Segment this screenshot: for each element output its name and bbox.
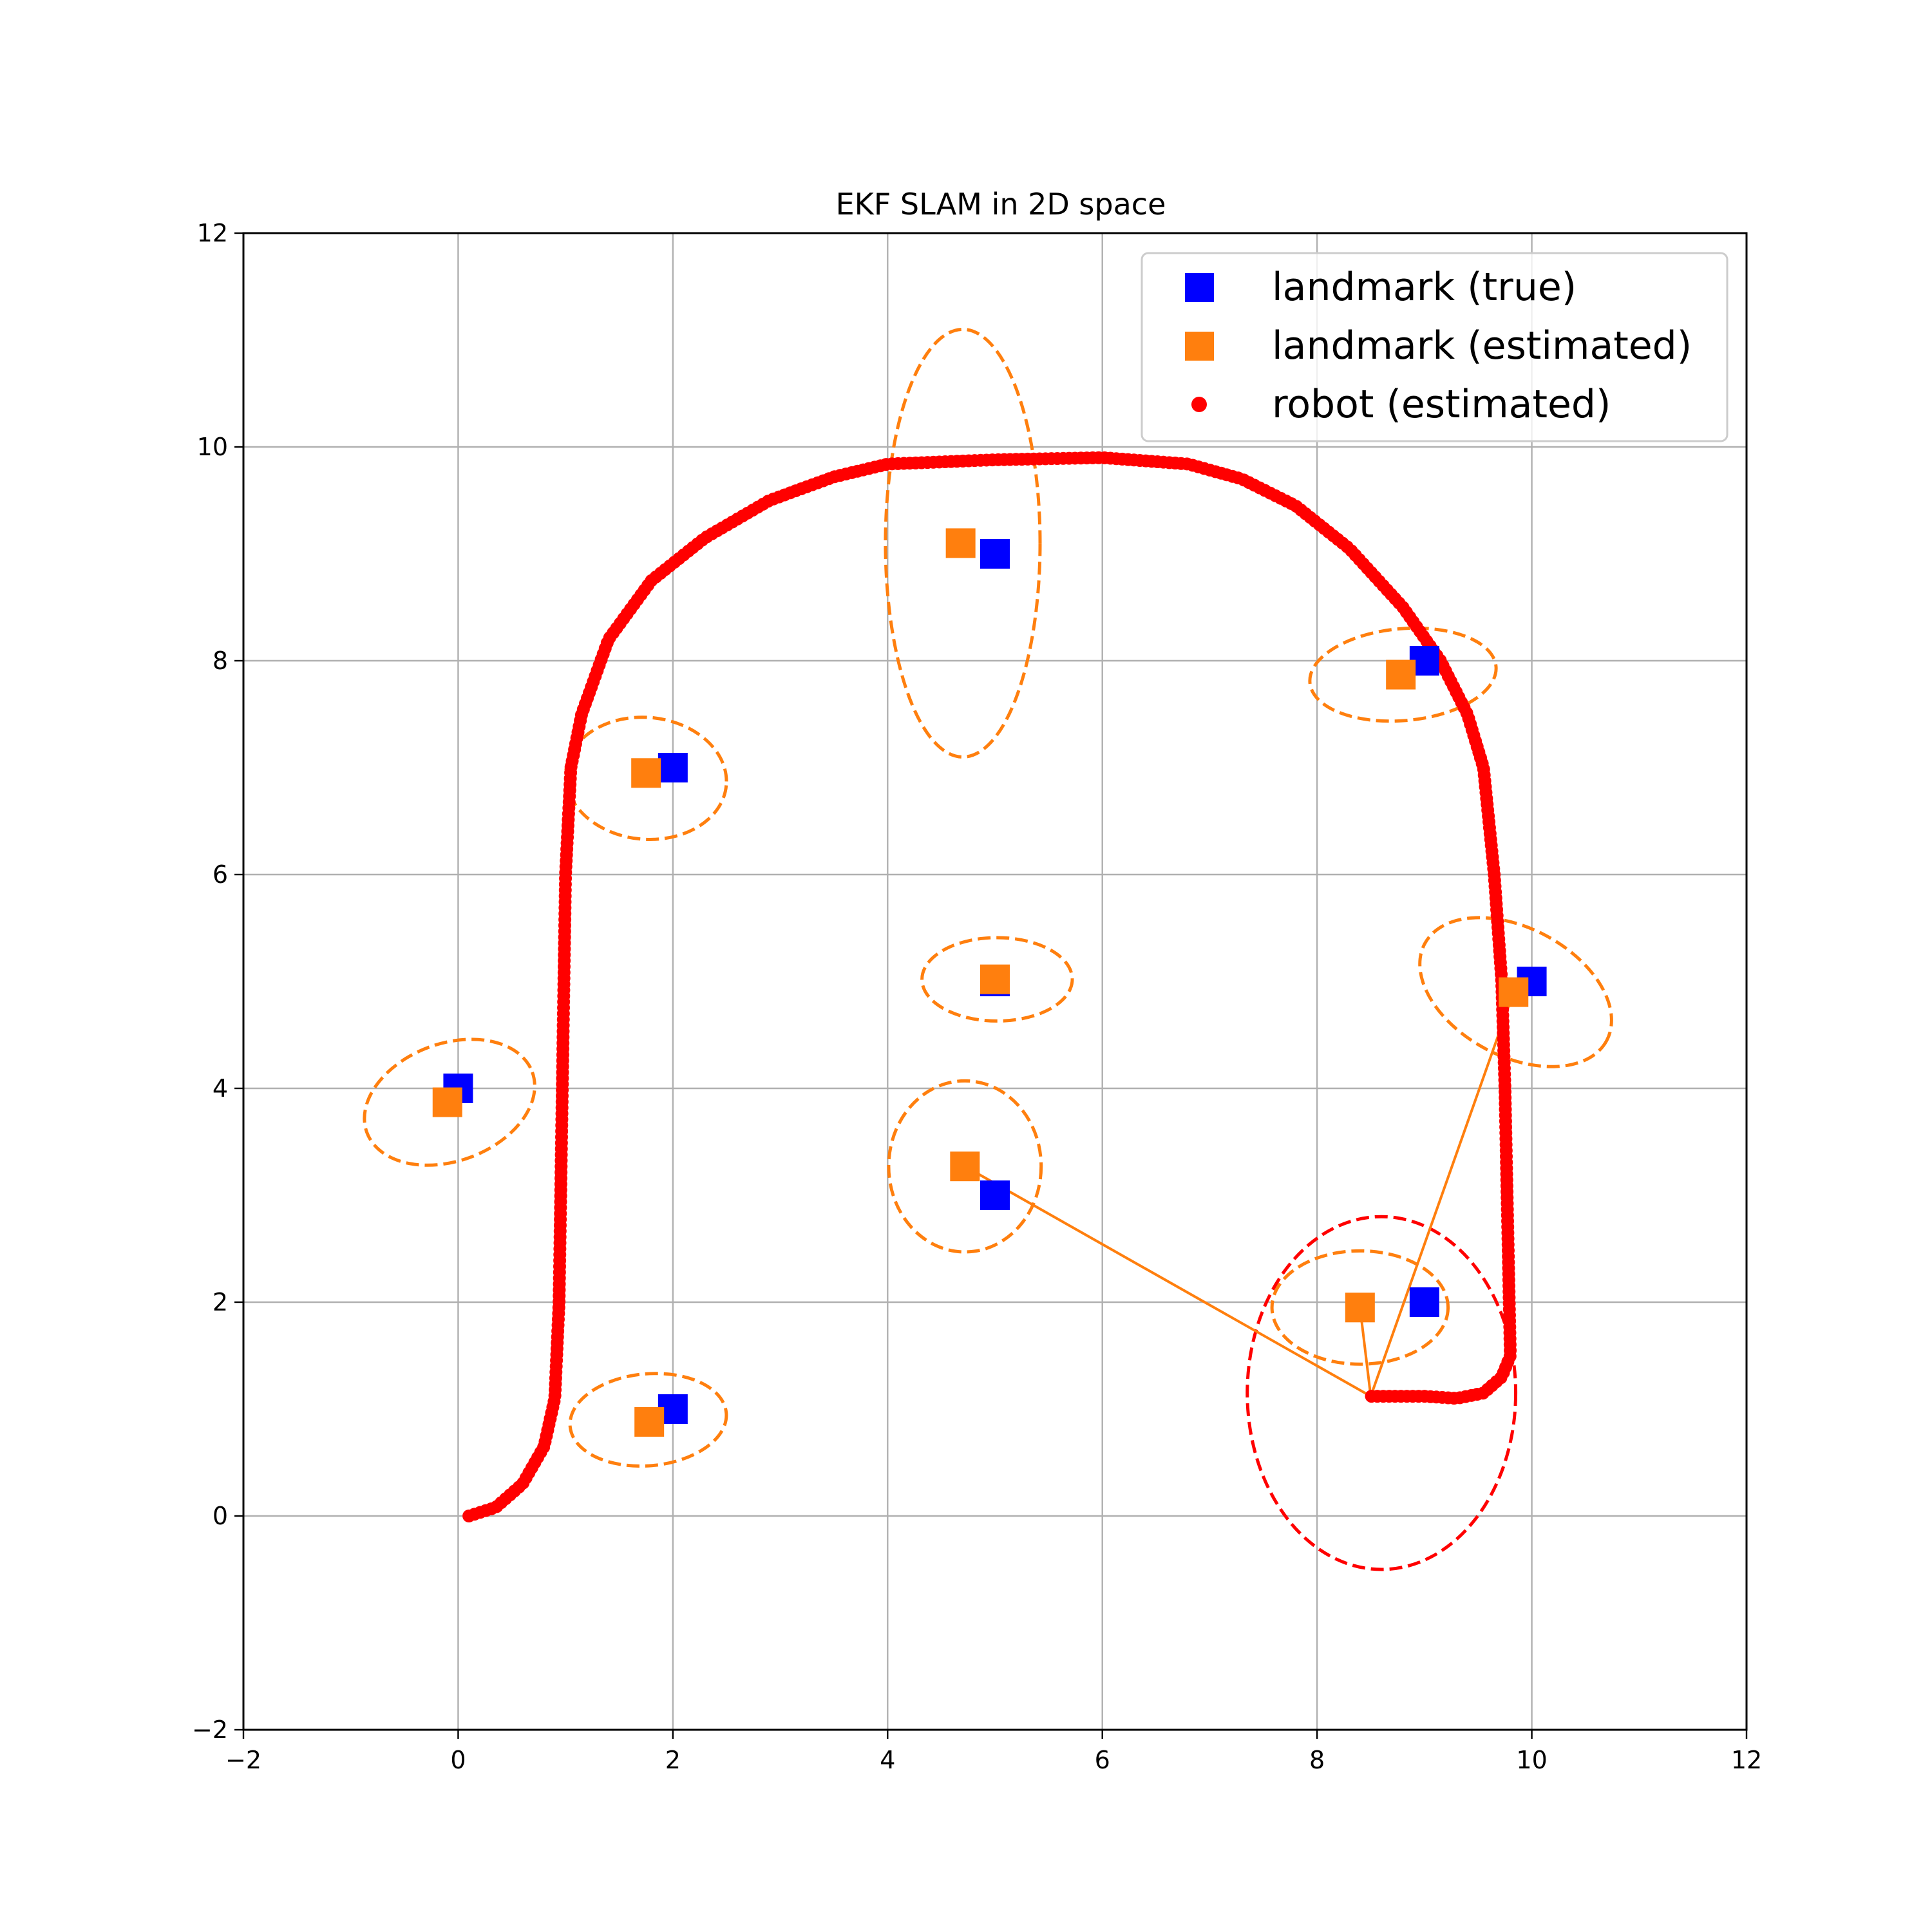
- y-tick-label: 4: [213, 1074, 228, 1103]
- x-tick-label: 2: [665, 1746, 681, 1774]
- observation-line: [1369, 991, 1515, 1397]
- landmark-covariance-ellipse: [564, 715, 728, 841]
- x-axis-ticks: −2 0 2 4 6 8 10 12: [225, 1730, 1762, 1774]
- y-tick-label: 6: [213, 860, 228, 889]
- y-tick-label: −2: [192, 1716, 228, 1744]
- y-tick-label: 8: [213, 647, 228, 675]
- x-tick-label: 12: [1731, 1746, 1762, 1774]
- y-tick-label: 2: [213, 1288, 228, 1316]
- x-tick-label: 8: [1309, 1746, 1325, 1774]
- landmark-covariance-ellipse: [1308, 626, 1498, 723]
- legend-marker-robot: [1191, 397, 1207, 412]
- estimated-landmarks: [432, 528, 1529, 1437]
- y-tick-label: 0: [213, 1502, 228, 1530]
- x-tick-label: 0: [450, 1746, 466, 1774]
- true-landmark-marker: [980, 1180, 1010, 1210]
- legend-label-estimated-landmark: landmark (estimated): [1272, 323, 1692, 368]
- estimated-landmark-marker: [1499, 977, 1529, 1007]
- estimated-landmark-marker: [634, 1406, 665, 1437]
- landmark-covariance-ellipse: [920, 936, 1074, 1023]
- estimated-landmark-marker: [980, 964, 1010, 994]
- x-tick-label: 4: [880, 1746, 895, 1774]
- legend-box: [1141, 252, 1728, 442]
- y-tick-label: 12: [197, 219, 228, 247]
- landmark-covariance-ellipse: [363, 1037, 536, 1167]
- observation-line: [964, 1165, 1372, 1397]
- estimated-landmark-marker: [432, 1087, 462, 1117]
- landmark-covariance-ellipse: [884, 327, 1042, 759]
- estimated-landmark-marker: [631, 758, 661, 788]
- landmark-covariance-ellipse: [1270, 1249, 1450, 1366]
- landmark-covariance-ellipse: [568, 1372, 728, 1468]
- landmark-covariance-ellipse: [887, 1079, 1043, 1254]
- legend-marker-true-landmark: [1185, 273, 1214, 302]
- estimated-landmark-marker: [1345, 1293, 1375, 1323]
- landmark-covariance-ellipse: [1418, 916, 1613, 1068]
- y-axis-ticks: −2 0 2 4 6 8 10 12: [192, 219, 243, 1744]
- chart-title: EKF SLAM in 2D space: [836, 187, 1166, 222]
- x-tick-label: 6: [1095, 1746, 1110, 1774]
- x-tick-label: 10: [1516, 1746, 1547, 1774]
- legend-label-robot: robot (estimated): [1272, 382, 1611, 427]
- legend: landmark (true) landmark (estimated) rob…: [1141, 252, 1728, 442]
- estimated-landmark-marker: [950, 1151, 980, 1182]
- true-landmark-marker: [1409, 1287, 1439, 1317]
- estimated-landmark-marker: [945, 528, 976, 558]
- robot-covariance-ellipse-group: [1245, 1215, 1518, 1571]
- robot-path: [462, 451, 1517, 1522]
- x-tick-label: −2: [225, 1746, 261, 1774]
- legend-label-true-landmark: landmark (true): [1272, 265, 1577, 310]
- legend-marker-estimated-landmark: [1185, 332, 1214, 361]
- y-tick-label: 10: [197, 433, 228, 461]
- true-landmark-marker: [658, 753, 688, 782]
- true-landmark-marker: [980, 539, 1010, 569]
- robot-covariance-ellipse: [1245, 1215, 1518, 1571]
- landmark-covariance-ellipses: [363, 327, 1613, 1468]
- plot-frame: [242, 232, 1748, 1731]
- estimated-landmark-marker: [1386, 659, 1416, 690]
- robot-point: [1365, 1390, 1378, 1403]
